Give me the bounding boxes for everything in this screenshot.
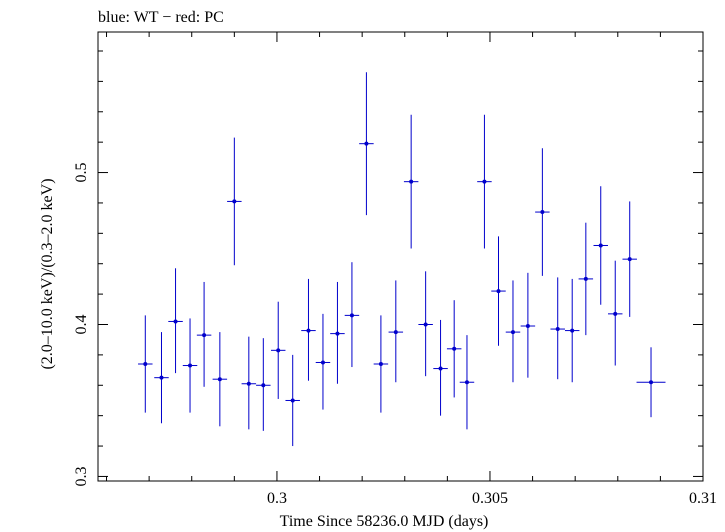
data-marker	[217, 377, 222, 382]
data-marker	[246, 381, 251, 386]
data-marker	[335, 331, 340, 336]
data-marker	[188, 363, 193, 368]
data-marker	[276, 348, 281, 353]
data-point	[433, 319, 448, 416]
data-marker	[409, 179, 414, 184]
data-point	[622, 201, 637, 317]
data-point	[330, 281, 345, 384]
data-marker	[540, 210, 545, 215]
data-point	[403, 114, 419, 249]
data-point	[196, 281, 212, 387]
data-marker	[510, 330, 515, 335]
data-point	[270, 301, 286, 399]
data-point	[212, 332, 228, 427]
data-marker	[613, 311, 618, 316]
chart-title: blue: WT − red: PC	[98, 9, 224, 26]
data-marker	[598, 243, 603, 248]
data-marker	[583, 276, 588, 281]
data-point	[315, 313, 331, 410]
data-point	[505, 280, 521, 383]
data-marker	[393, 330, 398, 335]
data-marker	[464, 380, 469, 385]
data-marker	[364, 141, 369, 146]
data-point	[636, 347, 666, 418]
data-marker	[555, 327, 560, 332]
data-marker	[482, 179, 487, 184]
data-point	[241, 336, 257, 430]
data-point	[256, 338, 271, 431]
data-point	[227, 137, 242, 266]
data-marker	[232, 199, 237, 204]
data-point	[285, 354, 300, 447]
data-point	[607, 260, 623, 366]
data-point	[182, 318, 198, 413]
data-point	[301, 278, 316, 381]
axis-ticks: 0.3 0.305 0.31 0.3 0.4 0.5	[73, 32, 717, 507]
data-point	[578, 222, 594, 336]
data-marker	[438, 366, 443, 371]
data-marker	[378, 362, 383, 367]
data-point	[344, 262, 360, 368]
data-marker	[452, 346, 457, 351]
data-point	[388, 280, 404, 383]
data-point	[491, 236, 506, 346]
data-marker	[173, 319, 178, 324]
x-tick-label: 0.31	[689, 490, 717, 507]
data-marker	[159, 375, 164, 380]
data-point	[459, 335, 475, 430]
data-marker	[202, 333, 207, 338]
data-point	[418, 271, 433, 377]
y-tick-label: 0.4	[73, 314, 90, 334]
data-point	[593, 186, 608, 305]
data-point	[535, 148, 550, 276]
x-axis-label: Time Since 58236.0 MJD (days)	[280, 513, 489, 530]
y-tick-label: 0.3	[73, 466, 90, 486]
data-point	[373, 315, 389, 413]
plot-frame	[97, 31, 704, 482]
data-marker	[349, 313, 354, 318]
data-points	[138, 72, 666, 447]
data-marker	[143, 362, 148, 367]
data-point	[477, 114, 492, 249]
y-tick-label: 0.5	[73, 163, 90, 183]
data-marker	[306, 328, 311, 333]
data-point	[564, 278, 580, 383]
data-point	[138, 315, 153, 413]
data-point	[154, 332, 169, 424]
data-point	[168, 268, 183, 374]
data-marker	[320, 360, 325, 365]
data-marker	[423, 322, 428, 327]
y-axis-label: (2.0–10.0 keV)/(0.3–2.0 keV)	[39, 178, 56, 369]
data-point	[550, 277, 565, 380]
data-marker	[525, 324, 530, 329]
data-marker	[570, 328, 575, 333]
data-marker	[261, 383, 266, 388]
data-marker	[290, 398, 295, 403]
x-tick-label: 0.305	[472, 490, 508, 507]
data-point	[446, 300, 462, 398]
data-point	[359, 72, 374, 216]
x-tick-label: 0.3	[267, 490, 287, 507]
data-point	[520, 272, 536, 378]
data-marker	[649, 380, 654, 385]
data-marker	[627, 257, 632, 262]
data-marker	[496, 289, 501, 294]
